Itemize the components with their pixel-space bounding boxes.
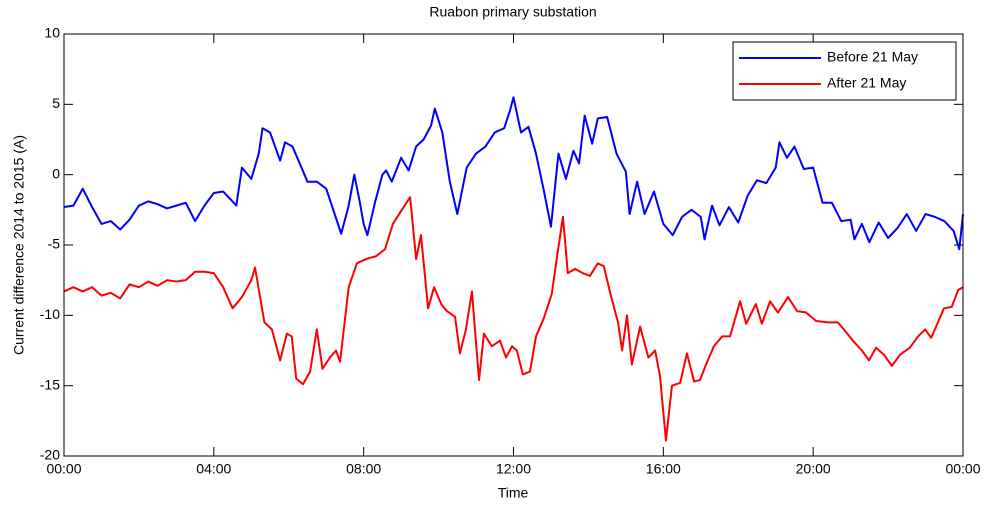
data-line <box>63 196 964 442</box>
y-tick-label: 10 <box>44 25 60 41</box>
x-tick-label: 20:00 <box>796 461 831 477</box>
legend-label: After 21 May <box>827 75 906 91</box>
y-tick-label: -15 <box>40 376 60 392</box>
y-tick-label: 5 <box>52 95 60 111</box>
legend-box <box>732 41 957 101</box>
axes-box <box>63 33 964 457</box>
y-tick-label: -20 <box>40 447 60 463</box>
x-tick-label: 16:00 <box>646 461 681 477</box>
y-tick-label: 0 <box>52 165 60 181</box>
plot-area <box>64 34 963 456</box>
chart-title: Ruabon primary substation <box>429 4 596 20</box>
data-line <box>63 96 964 251</box>
y-tick-label: -10 <box>40 306 60 322</box>
x-tick-label: 00:00 <box>945 461 980 477</box>
legend-label: Before 21 May <box>827 49 918 65</box>
x-tick-label: 04:00 <box>196 461 231 477</box>
x-tick-label: 00:00 <box>46 461 81 477</box>
x-axis-label: Time <box>498 485 529 501</box>
x-tick-label: 12:00 <box>496 461 531 477</box>
y-tick-label: -5 <box>48 236 61 252</box>
y-axis-label: Current difference 2014 to 2015 (A) <box>11 135 27 355</box>
x-tick-label: 08:00 <box>346 461 381 477</box>
